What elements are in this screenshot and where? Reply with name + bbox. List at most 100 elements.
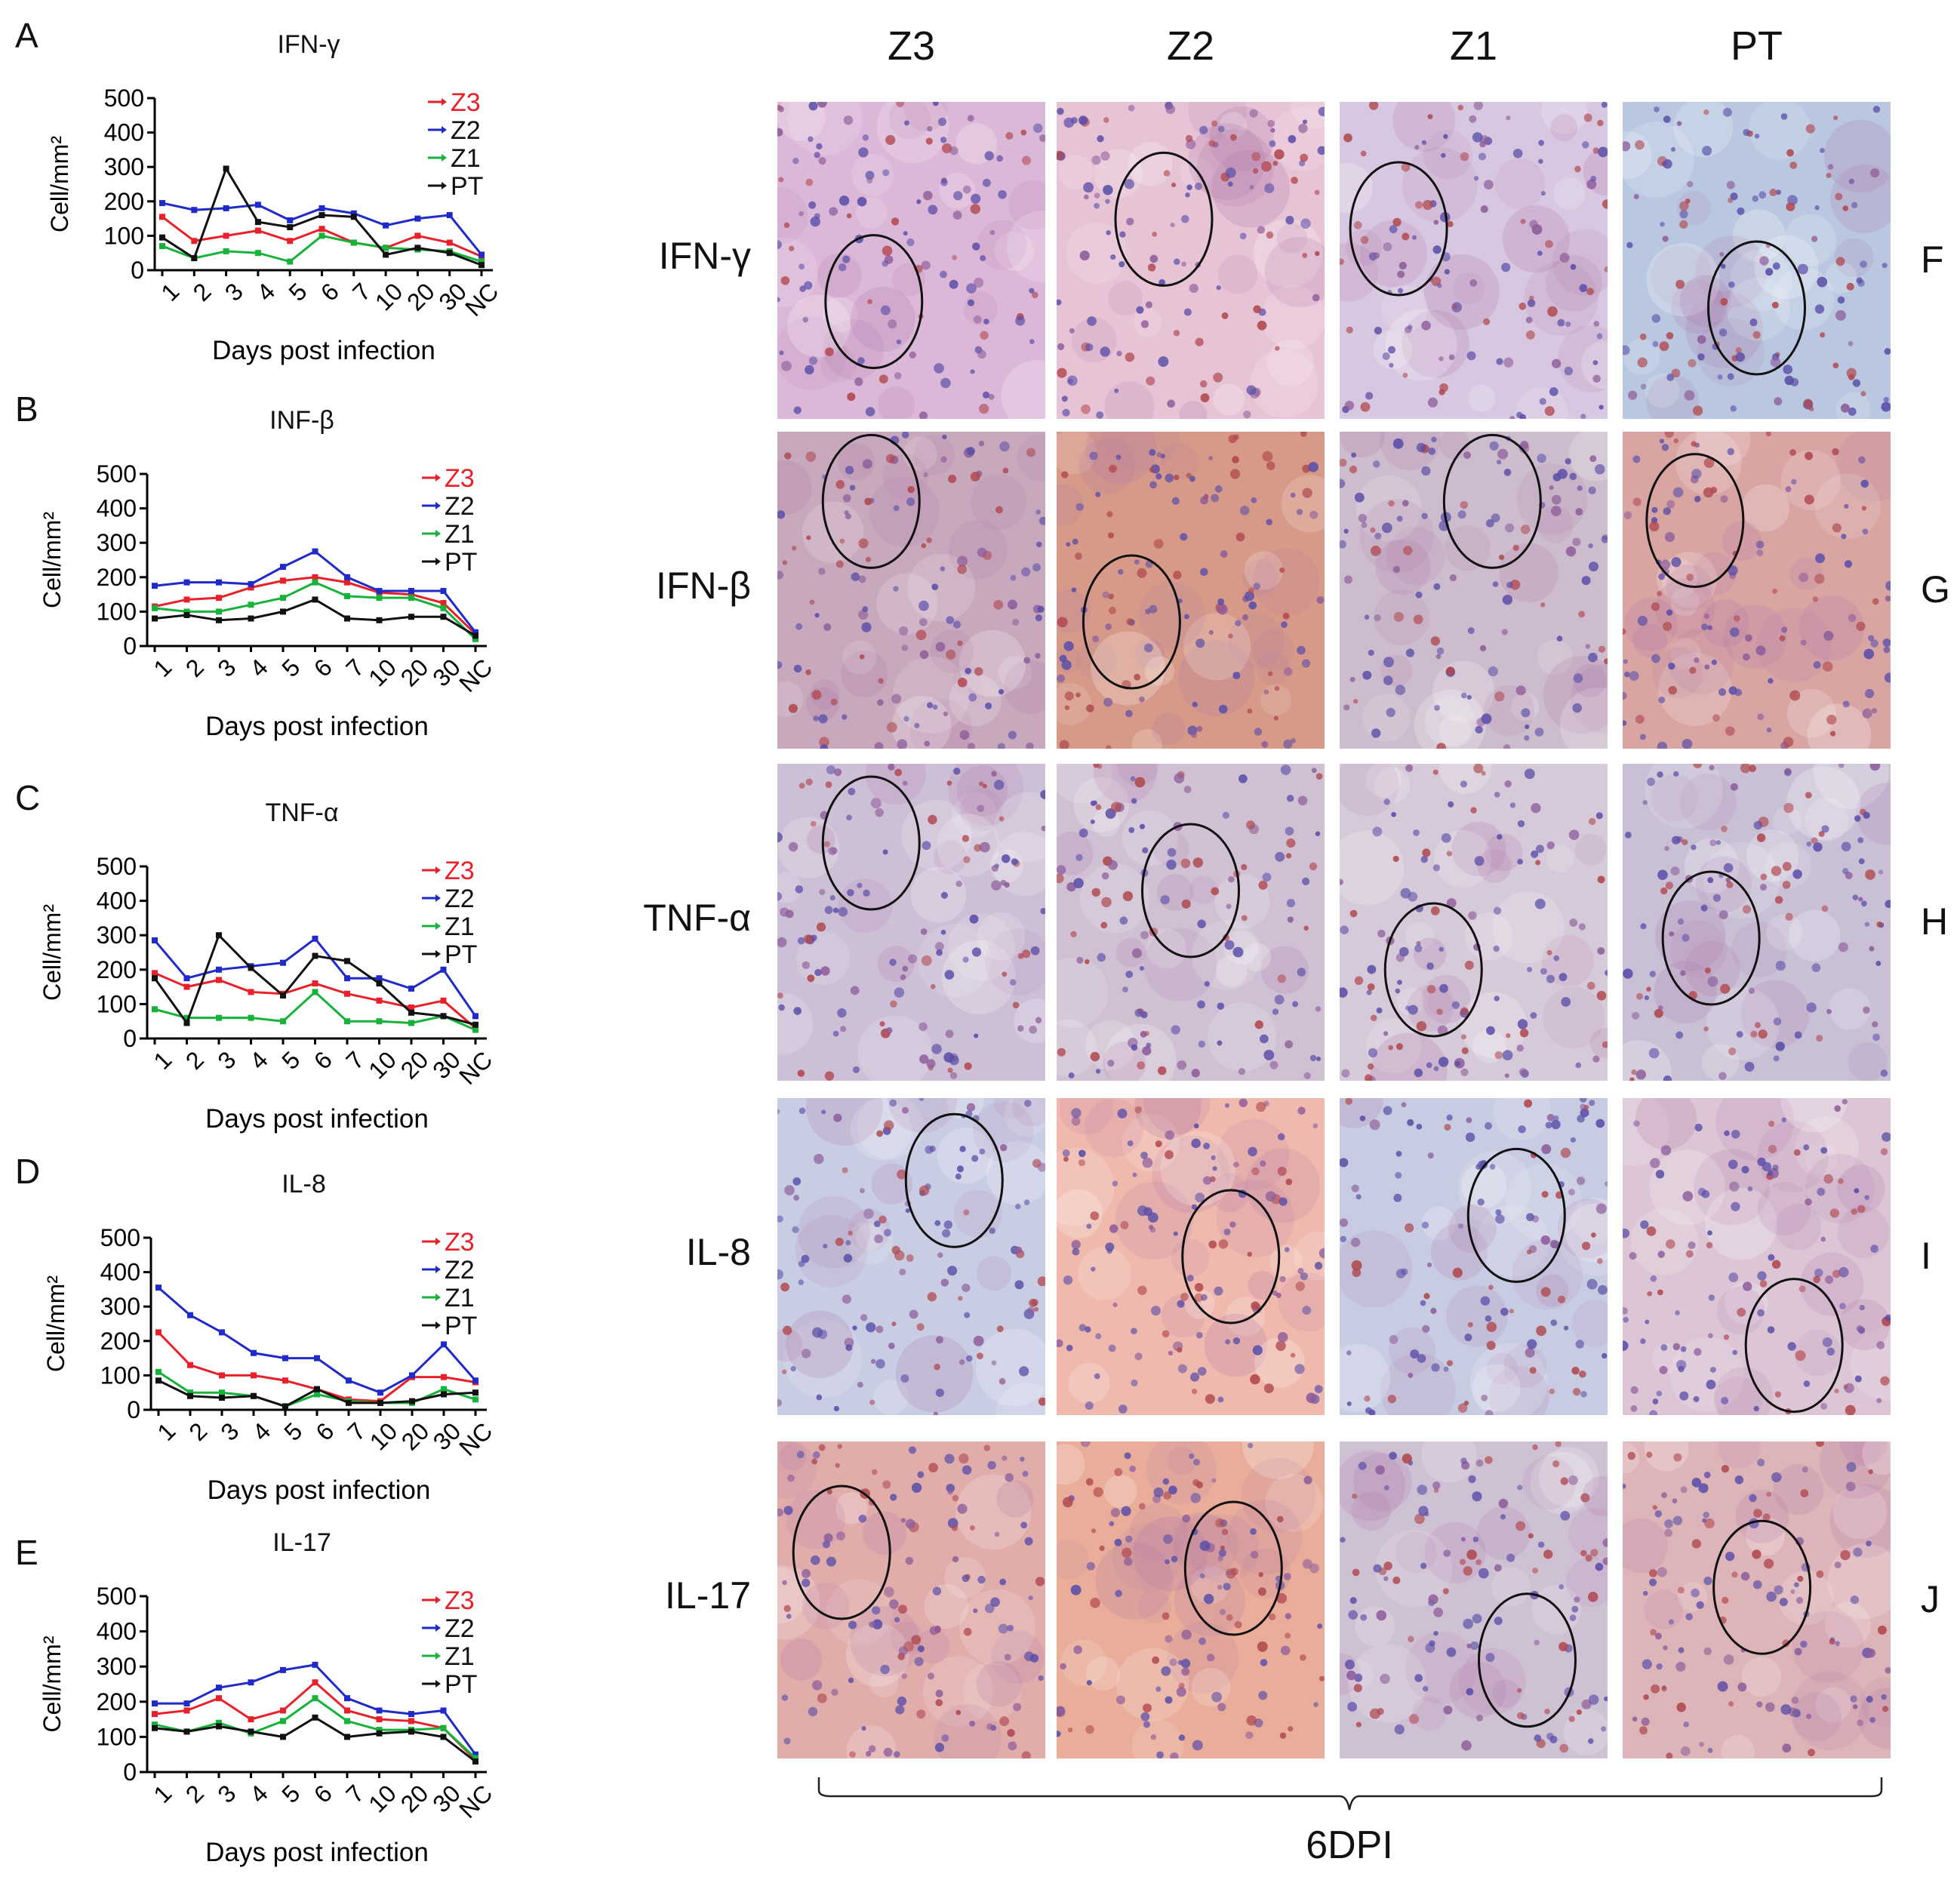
cell-nucleus <box>1515 685 1526 696</box>
tissue-blotch <box>1085 1656 1121 1691</box>
x-tick-label: 6 <box>315 278 344 306</box>
cell-nucleus <box>1232 671 1241 680</box>
cell-nucleus <box>893 505 900 512</box>
cell-nucleus <box>1728 197 1734 204</box>
tissue-texture <box>1340 1098 1608 1415</box>
cell-nucleus <box>1722 1596 1729 1605</box>
cell-nucleus <box>1869 764 1881 771</box>
cell-nucleus <box>1276 1592 1288 1604</box>
cell-nucleus <box>798 1107 806 1115</box>
cell-nucleus <box>1421 140 1427 146</box>
cell-nucleus <box>1728 565 1738 576</box>
cell-nucleus <box>1772 1165 1779 1171</box>
cell-nucleus <box>895 1705 905 1715</box>
cell-nucleus <box>1251 497 1257 503</box>
cell-nucleus <box>1266 461 1275 470</box>
data-point-Z1 <box>383 245 389 251</box>
cell-nucleus <box>1040 789 1045 799</box>
legend-marker-PT <box>442 182 447 189</box>
cell-nucleus <box>1420 1300 1426 1306</box>
cell-nucleus <box>814 968 822 977</box>
cell-nucleus <box>1015 315 1026 326</box>
cell-nucleus <box>1736 1031 1743 1038</box>
cell-nucleus <box>970 204 981 214</box>
cell-nucleus <box>1232 456 1239 463</box>
cell-nucleus <box>1685 1613 1693 1620</box>
cell-nucleus <box>1283 739 1293 749</box>
data-point-Z1 <box>408 1020 414 1026</box>
cell-nucleus <box>1725 726 1735 736</box>
cell-nucleus <box>1360 402 1371 412</box>
cell-nucleus <box>884 1229 892 1237</box>
cell-nucleus <box>1352 1568 1360 1577</box>
cell-nucleus <box>1034 1306 1039 1312</box>
x-tick-label: 6 <box>309 1046 337 1075</box>
cell-nucleus <box>1703 1647 1712 1656</box>
cell-nucleus <box>899 1268 906 1275</box>
tissue-blotch <box>1423 254 1500 330</box>
cell-nucleus <box>1652 1505 1657 1510</box>
cell-nucleus <box>1021 1751 1031 1758</box>
cell-nucleus <box>1840 1549 1851 1561</box>
cell-nucleus <box>1581 576 1591 586</box>
cell-nucleus <box>1676 1359 1687 1371</box>
cell-nucleus <box>1538 158 1543 165</box>
cell-nucleus <box>1727 448 1735 456</box>
cell-nucleus <box>1024 1100 1032 1107</box>
tissue-blotch <box>1786 688 1836 738</box>
cell-nucleus <box>1057 1048 1066 1057</box>
cell-nucleus <box>1642 1659 1652 1669</box>
cell-nucleus <box>1581 1699 1592 1709</box>
cell-nucleus <box>1259 1034 1269 1044</box>
cell-nucleus <box>1463 1618 1474 1629</box>
cell-nucleus <box>782 1369 787 1374</box>
cell-nucleus <box>1841 534 1847 540</box>
data-point-Z3 <box>216 595 222 602</box>
tissue-blotch <box>1115 937 1146 968</box>
cell-nucleus <box>916 199 922 205</box>
y-tick-label: 500 <box>97 460 137 488</box>
cell-nucleus <box>1026 742 1034 749</box>
tissue-blotch <box>848 1219 894 1265</box>
cell-nucleus <box>1666 500 1675 509</box>
cell-nucleus <box>1596 333 1603 340</box>
cell-nucleus <box>1475 1714 1484 1721</box>
data-point-Z1 <box>152 605 158 611</box>
cell-nucleus <box>1660 887 1668 895</box>
cell-nucleus <box>1832 362 1839 369</box>
tissue-blotch <box>1669 1337 1745 1412</box>
tissue-blotch <box>1219 112 1248 140</box>
legend-marker-PT <box>435 1321 441 1329</box>
cell-nucleus <box>889 958 897 966</box>
data-point-PT <box>216 1723 222 1730</box>
cell-nucleus <box>1290 492 1296 498</box>
legend-marker-Z3 <box>435 474 441 482</box>
series-line-Z2 <box>154 549 477 633</box>
cell-nucleus <box>814 1153 824 1165</box>
tissue-texture <box>1057 1098 1325 1414</box>
cell-nucleus <box>1029 1025 1038 1034</box>
cell-nucleus <box>830 847 838 854</box>
cell-nucleus <box>831 1688 838 1697</box>
data-point-Z2 <box>183 975 190 982</box>
cell-nucleus <box>1814 205 1820 211</box>
cell-nucleus <box>1195 638 1205 648</box>
cell-nucleus <box>1604 658 1608 665</box>
cell-nucleus <box>1028 1595 1033 1601</box>
tissue-blotch <box>1623 1518 1668 1573</box>
cell-nucleus <box>1673 438 1679 444</box>
cell-nucleus <box>1117 1109 1128 1118</box>
cell-nucleus <box>1106 511 1113 518</box>
cell-nucleus <box>1287 916 1294 923</box>
cell-nucleus <box>1663 115 1671 123</box>
cell-nucleus <box>842 494 851 503</box>
cell-nucleus <box>1526 1249 1532 1255</box>
row-label-2: TNF-α <box>643 897 751 939</box>
x-tick-label: 2 <box>183 1417 212 1446</box>
tissue-blotch <box>1740 980 1810 1048</box>
tissue-texture <box>777 764 1045 1081</box>
cell-nucleus <box>803 934 814 944</box>
x-tick-label: 7 <box>340 1780 369 1808</box>
cell-nucleus <box>1012 1001 1020 1009</box>
tissue-blotch <box>1266 339 1314 386</box>
